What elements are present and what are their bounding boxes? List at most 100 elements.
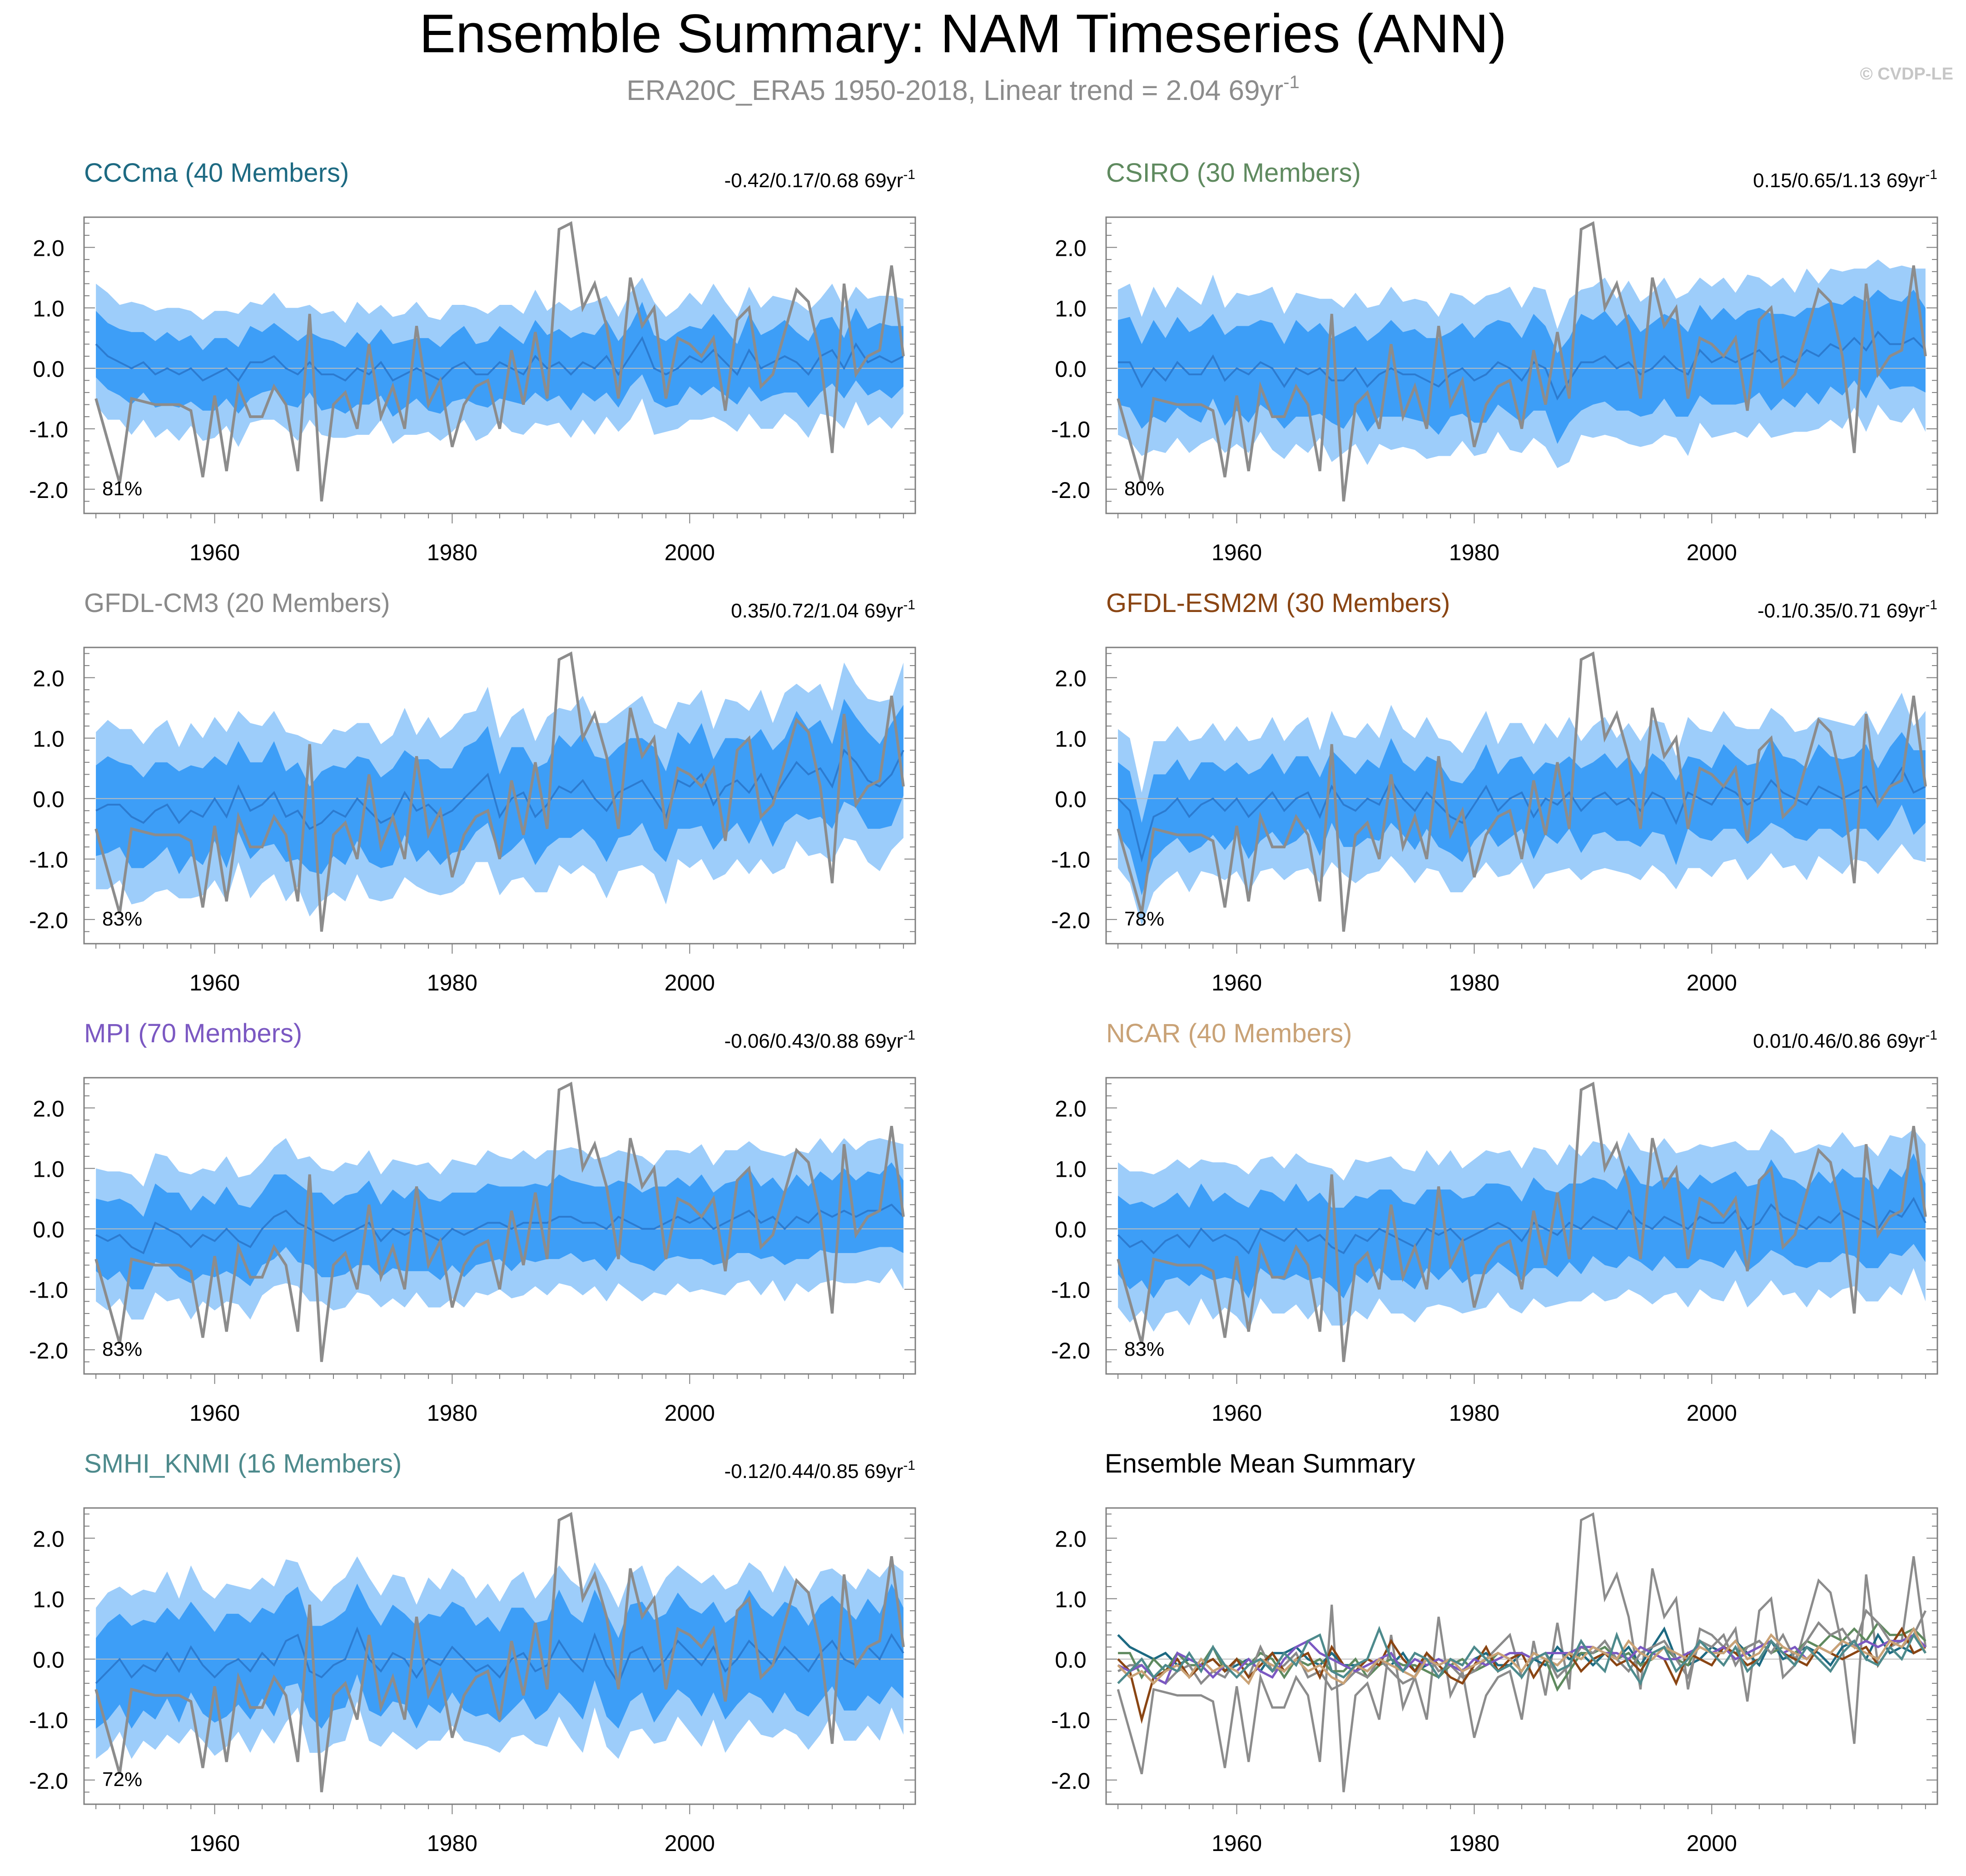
inner-spread-band — [96, 1583, 904, 1729]
y-tick-label: 0.0 — [1055, 357, 1087, 382]
panel-cccma: 2.0 1.0 0.0 -1.0 -2.0 1960 1980 2000 CCCma (40 M… — [29, 158, 916, 565]
inner-spread-band — [96, 302, 904, 417]
trend-values: -0.12/0.44/0.85 69yr — [724, 1460, 903, 1483]
x-tick-label: 1980 — [1449, 540, 1499, 565]
x-tick-label: 1980 — [1449, 1400, 1499, 1426]
y-tick-label: 1.0 — [1055, 1157, 1087, 1182]
panel-title: GFDL-CM3 (20 Members) — [84, 588, 390, 618]
observed-line — [94, 1512, 905, 1792]
y-tick-label: 2.0 — [1055, 1527, 1087, 1552]
panel-title: MPI (70 Members) — [84, 1019, 302, 1048]
y-tick-label: 0.0 — [33, 1217, 65, 1243]
figure-title: Ensemble Summary: NAM Timeseries (ANN) — [419, 3, 1507, 64]
y-tick-label: -1.0 — [1051, 847, 1090, 873]
x-tick-label: 2000 — [1687, 540, 1737, 565]
panel-title: CSIRO (30 Members) — [1106, 158, 1361, 188]
x-tick-label: 1960 — [1211, 1400, 1262, 1426]
y-tick-label: -1.0 — [29, 847, 68, 873]
x-tick-label: 2000 — [1687, 1400, 1737, 1426]
y-tick-label: 2.0 — [33, 1096, 65, 1122]
y-tick-label: 0.0 — [1055, 1647, 1087, 1673]
y-tick-label: -1.0 — [1051, 417, 1090, 443]
trend-label: -0.42/0.17/0.68 69yr-1 — [724, 167, 915, 192]
panel-title: SMHI_KNMI (16 Members) — [84, 1449, 402, 1478]
y-tick-label: -1.0 — [29, 417, 68, 443]
y-tick-label: -2.0 — [29, 478, 68, 503]
panel-csiro: 2.0 1.0 0.0 -1.0 -2.0 1960 1980 2000 CSIRO (30 M… — [1051, 158, 1938, 565]
x-tick-label: 1980 — [1449, 1831, 1499, 1856]
summary-line-ncar — [1117, 1627, 1927, 1686]
ensemble-mean-line — [1117, 1197, 1926, 1255]
panel-ncar: 2.0 1.0 0.0 -1.0 -2.0 1960 1980 2000 NCAR (40 Me… — [1051, 1019, 1938, 1426]
observed-line — [1117, 221, 1927, 502]
observed-line — [1117, 1081, 1927, 1362]
trend-exponent: -1 — [1925, 167, 1937, 182]
inner-spread-band — [1118, 732, 1926, 896]
ensemble-mean-line — [1117, 766, 1926, 863]
trend-values: 0.01/0.46/0.86 69yr — [1753, 1030, 1925, 1052]
y-tick-label: 2.0 — [1055, 236, 1087, 261]
inner-spread-band — [96, 699, 904, 874]
y-tick-label: 1.0 — [33, 1587, 65, 1612]
x-tick-label: 2000 — [1687, 1831, 1737, 1856]
trend-label: 0.01/0.46/0.86 69yr-1 — [1753, 1028, 1937, 1052]
watermark: © CVDP-LE — [1860, 65, 1953, 84]
y-tick-label: 0.0 — [33, 787, 65, 812]
trend-label: -0.12/0.44/0.85 69yr-1 — [724, 1458, 915, 1483]
x-tick-label: 1960 — [189, 970, 240, 995]
x-tick-label: 2000 — [1687, 970, 1737, 995]
panel-title: Ensemble Mean Summary — [1105, 1449, 1415, 1478]
panel-title: NCAR (40 Members) — [1106, 1019, 1352, 1048]
y-tick-label: 2.0 — [33, 666, 65, 692]
panel-ensemble-mean-summary: 2.0 1.0 0.0 -1.0 -2.0 1960 1980 2000 Ensemble Me… — [1051, 1449, 1938, 1856]
y-tick-label: 2.0 — [33, 1527, 65, 1552]
y-tick-label: -1.0 — [29, 1708, 68, 1733]
ensemble-mean-line — [95, 336, 904, 382]
y-tick-label: -2.0 — [1051, 478, 1090, 503]
y-tick-label: 1.0 — [1055, 296, 1087, 322]
x-tick-label: 2000 — [665, 540, 715, 565]
x-tick-label: 1960 — [1211, 540, 1262, 565]
x-tick-label: 2000 — [665, 1831, 715, 1856]
y-tick-label: 1.0 — [1055, 1587, 1087, 1612]
x-tick-label: 2000 — [665, 1400, 715, 1426]
y-tick-label: -1.0 — [1051, 1278, 1090, 1303]
trend-exponent: -1 — [1925, 1028, 1937, 1043]
y-tick-label: -2.0 — [1051, 1338, 1090, 1363]
trend-exponent: -1 — [903, 1028, 915, 1043]
x-tick-label: 1980 — [1449, 970, 1499, 995]
inner-spread-band — [1118, 1153, 1926, 1299]
panel-mpi: 2.0 1.0 0.0 -1.0 -2.0 1960 1980 2000 MPI (70 Mem… — [29, 1019, 916, 1426]
panel-gfdl-cm3: 2.0 1.0 0.0 -1.0 -2.0 1960 1980 2000 GFDL-CM3 (2… — [29, 588, 916, 995]
y-tick-label: -2.0 — [1051, 908, 1090, 933]
observed-line — [1117, 1512, 1927, 1792]
panel-title: CCCma (40 Members) — [84, 158, 349, 188]
x-tick-label: 1960 — [189, 540, 240, 565]
trend-exponent: -1 — [903, 1458, 915, 1473]
subtitle-exponent: -1 — [1283, 72, 1300, 92]
y-tick-label: -2.0 — [1051, 1768, 1090, 1794]
y-tick-label: -1.0 — [29, 1278, 68, 1303]
x-tick-label: 1960 — [189, 1400, 240, 1426]
subtitle-text: ERA20C_ERA5 1950-2018, Linear trend = 2.… — [626, 75, 1283, 106]
ensemble-mean-line — [95, 1203, 904, 1254]
summary-line-smhi_knmi — [1117, 1626, 1926, 1686]
x-tick-label: 1980 — [427, 1400, 477, 1426]
percent-label: 78% — [1124, 908, 1164, 930]
trend-values: -0.06/0.43/0.88 69yr — [724, 1030, 903, 1052]
observed-line — [94, 651, 905, 932]
y-tick-label: 1.0 — [33, 296, 65, 322]
ensemble-mean-line — [95, 748, 904, 830]
percent-label: 72% — [102, 1768, 142, 1791]
x-tick-label: 1960 — [189, 1831, 240, 1856]
x-tick-label: 2000 — [665, 970, 715, 995]
y-tick-label: 0.0 — [1055, 787, 1087, 812]
observed-line — [94, 221, 905, 502]
trend-exponent: -1 — [1925, 597, 1937, 612]
panels-container: 2.0 1.0 0.0 -1.0 -2.0 1960 1980 2000 CCCma (40 M… — [29, 158, 1938, 1856]
y-tick-label: 1.0 — [1055, 727, 1087, 752]
figure-subtitle: ERA20C_ERA5 1950-2018, Linear trend = 2.… — [626, 72, 1299, 106]
trend-exponent: -1 — [903, 167, 915, 182]
trend-values: -0.42/0.17/0.68 69yr — [724, 169, 903, 192]
